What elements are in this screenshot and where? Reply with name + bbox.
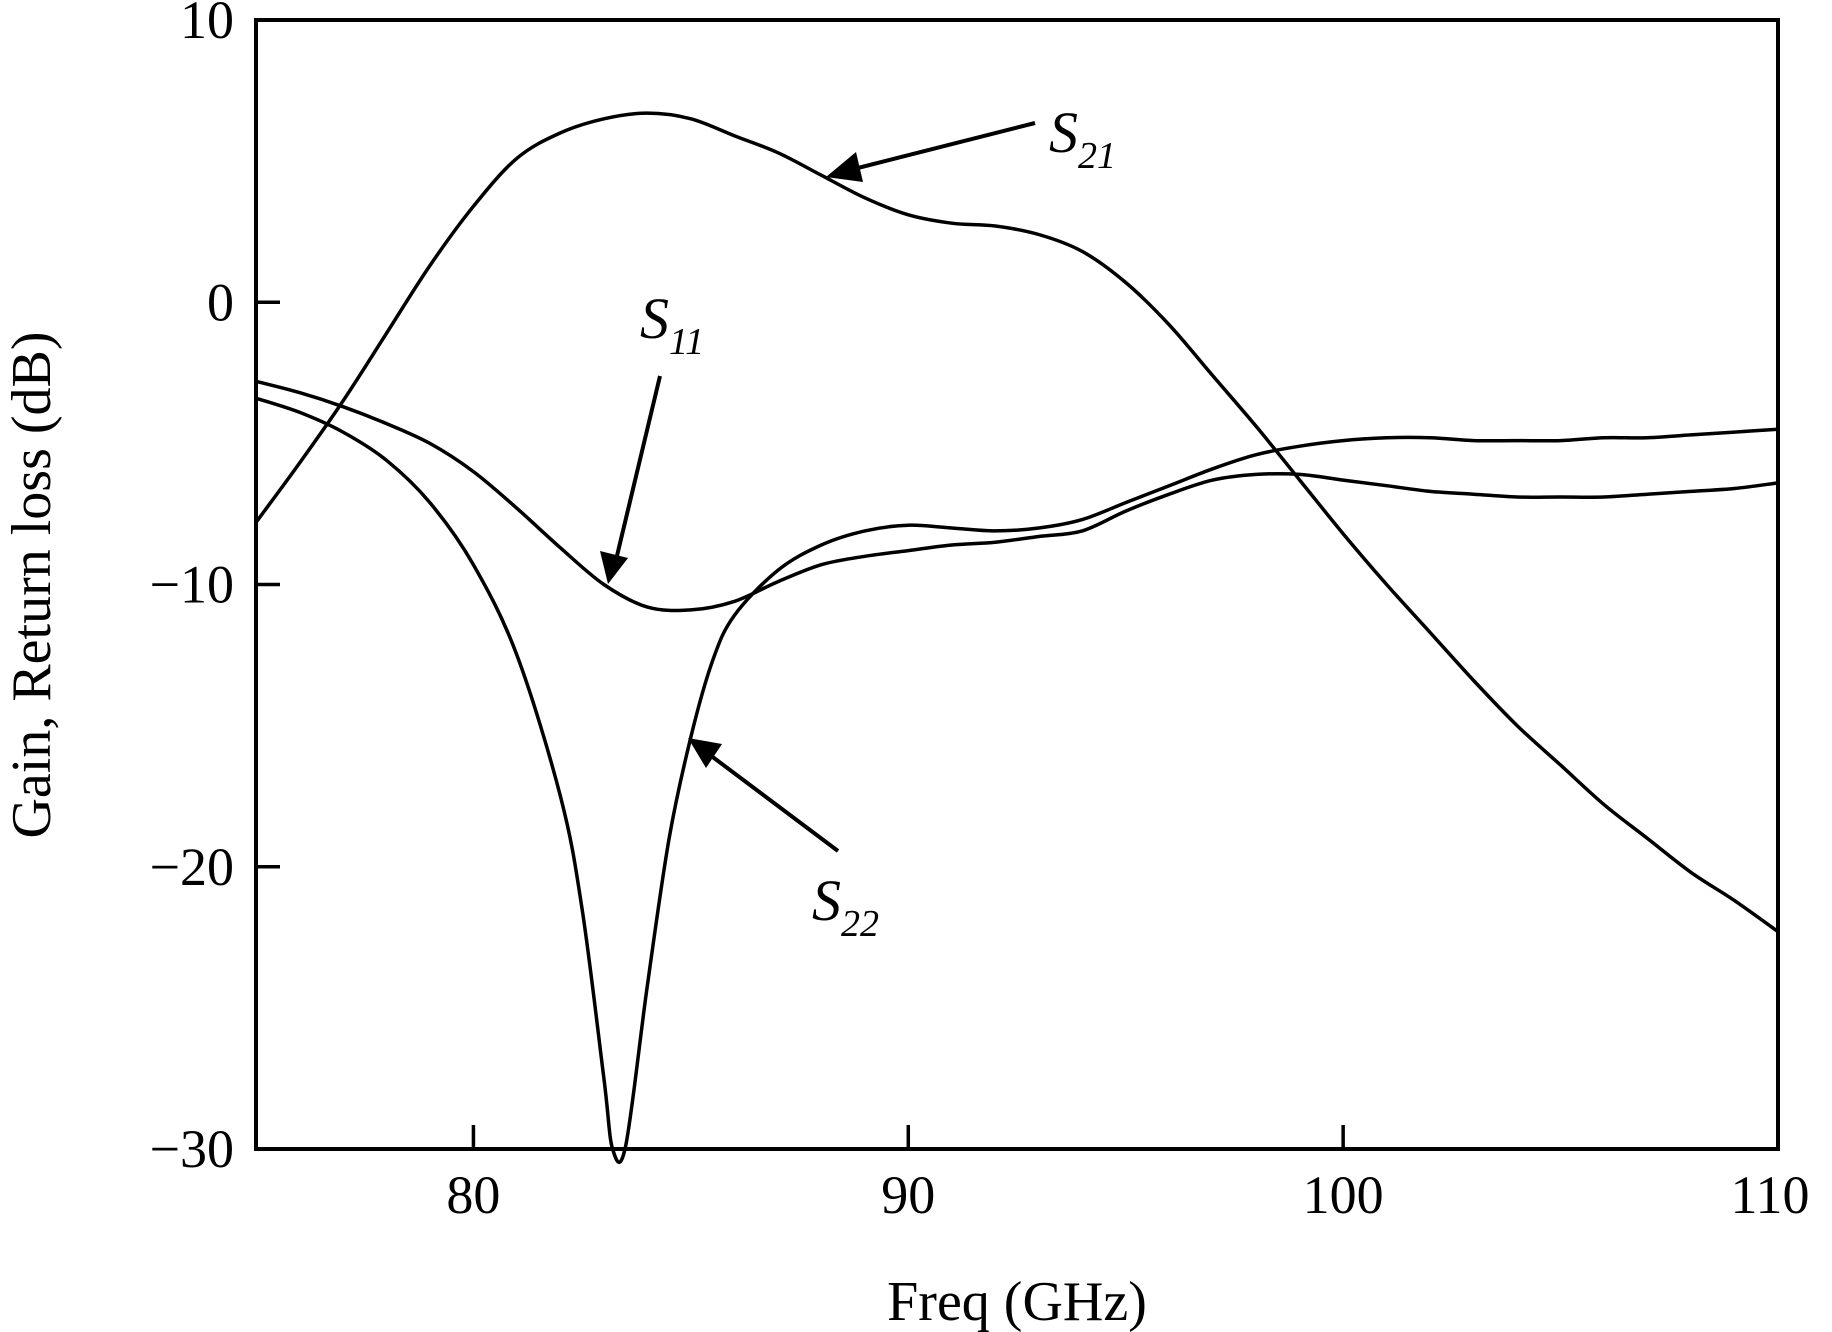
s21-arrow-head: [826, 152, 863, 182]
series-curves: [254, 111, 1780, 1164]
tick-marks: [256, 18, 1780, 1151]
y-tick-label: −10: [150, 555, 234, 615]
s22-arrow-line: [708, 753, 840, 853]
s22-label: S22: [812, 868, 879, 945]
s11-arrow-head: [600, 551, 628, 584]
series-annotations: S21 S11 S22: [600, 100, 1116, 945]
s11-arrow-line: [614, 375, 662, 561]
y-tick-label: −20: [150, 837, 234, 897]
series-line-s11: [254, 379, 1780, 613]
x-tick-label: 90: [881, 1165, 935, 1225]
series-line-s22: [254, 396, 1780, 1164]
y-tick-label: −30: [150, 1119, 234, 1179]
s21-arrow-line: [849, 121, 1036, 172]
s11-label: S11: [640, 286, 704, 363]
y-tick-label: 0: [207, 272, 234, 332]
s22-arrow-head: [688, 738, 722, 768]
y-tick-label: 10: [180, 0, 234, 50]
x-tick-label: 100: [1303, 1165, 1384, 1225]
x-tick-label: 110: [1731, 1165, 1810, 1225]
series-line-s21: [254, 111, 1780, 934]
x-tick-label: 80: [446, 1165, 500, 1225]
y-axis-title: Gain, Return loss (dB): [1, 331, 63, 838]
s21-label: S21: [1049, 100, 1116, 177]
x-axis-title: Freq (GHz): [887, 1271, 1147, 1332]
